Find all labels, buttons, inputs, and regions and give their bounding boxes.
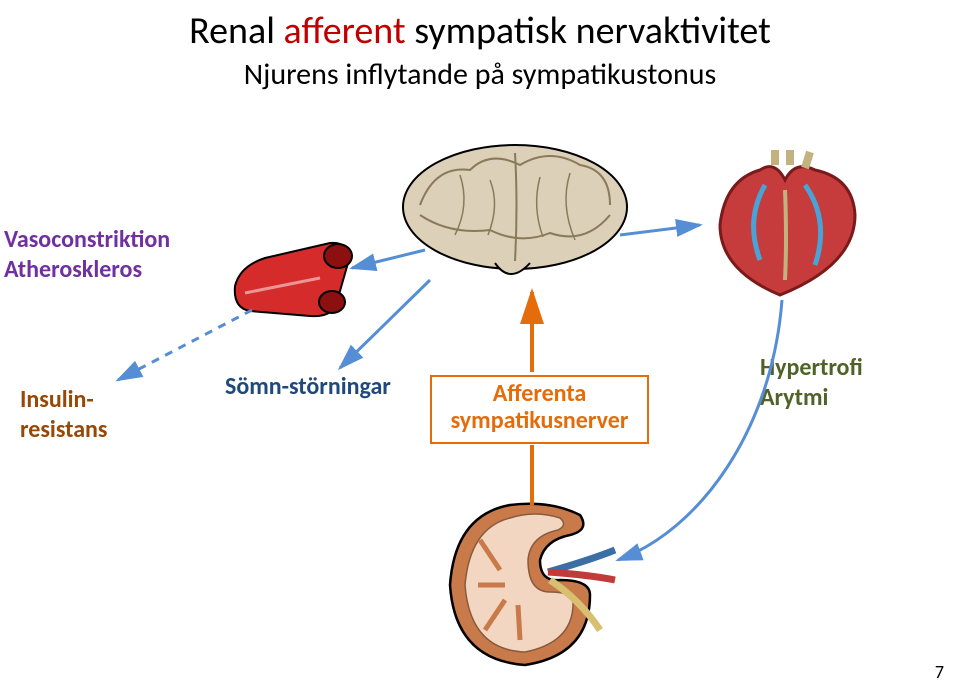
arrow-brain-to-heart xyxy=(620,225,700,235)
kidney-icon xyxy=(450,504,615,665)
heart-icon xyxy=(720,150,855,295)
arrow-brain-to-vessel xyxy=(352,250,425,268)
arrow-vessel-to-insulin xyxy=(118,310,252,380)
arrow-brain-to-sleep xyxy=(340,280,430,368)
vessel-icon xyxy=(235,243,352,316)
arrow-heart-to-kidney xyxy=(618,300,782,560)
diagram-canvas xyxy=(0,0,960,693)
brain-icon xyxy=(403,145,627,274)
